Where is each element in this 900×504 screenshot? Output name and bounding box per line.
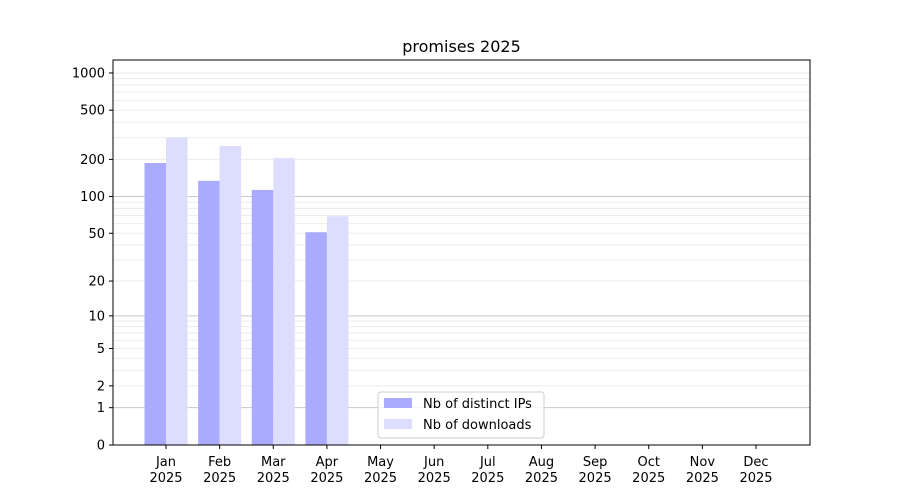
y-tick-label: 1000 bbox=[72, 66, 105, 81]
x-tick-label: Jun bbox=[423, 455, 444, 470]
x-tick-label: 2025 bbox=[579, 471, 612, 486]
x-tick-label: May bbox=[367, 455, 394, 470]
bar-downloads bbox=[326, 216, 349, 445]
bar-ips bbox=[251, 189, 274, 445]
y-tick-label: 200 bbox=[80, 153, 105, 168]
x-tick-label: 2025 bbox=[418, 471, 451, 486]
x-tick-label: Oct bbox=[637, 455, 659, 470]
x-tick-label: 2025 bbox=[203, 471, 236, 486]
legend-swatch bbox=[384, 398, 412, 408]
x-tick-label: 2025 bbox=[739, 471, 772, 486]
x-tick-label: 2025 bbox=[471, 471, 504, 486]
chart-title: promises 2025 bbox=[402, 37, 521, 56]
y-tick-label: 1 bbox=[97, 401, 105, 416]
x-tick-label: Apr bbox=[316, 455, 339, 470]
x-tick-label: 2025 bbox=[525, 471, 558, 486]
x-tick-label: Jul bbox=[479, 455, 496, 470]
x-tick-label: Nov bbox=[690, 455, 716, 470]
x-tick-label: 2025 bbox=[149, 471, 182, 486]
y-tick-label: 2 bbox=[97, 379, 105, 394]
legend-label: Nb of downloads bbox=[423, 418, 532, 433]
x-tick-label: Jan bbox=[155, 455, 176, 470]
y-tick-label: 10 bbox=[88, 309, 105, 324]
bar-downloads bbox=[166, 137, 188, 445]
x-tick-label: 2025 bbox=[310, 471, 343, 486]
legend: Nb of distinct IPs Nb of downloads bbox=[377, 391, 545, 439]
y-tick-label: 0 bbox=[97, 439, 105, 454]
bar-ips bbox=[198, 180, 220, 445]
x-tick-label: 2025 bbox=[257, 471, 290, 486]
x-tick-label: Dec bbox=[743, 455, 768, 470]
bar-ips bbox=[305, 232, 327, 445]
legend-swatch bbox=[384, 419, 412, 429]
x-tick-label: 2025 bbox=[686, 471, 719, 486]
x-tick-label: Feb bbox=[208, 455, 231, 470]
y-tick-label: 500 bbox=[80, 104, 105, 119]
bar-ips bbox=[144, 163, 166, 445]
x-tick-label: Sep bbox=[583, 455, 608, 470]
x-tick-label: 2025 bbox=[364, 471, 397, 486]
y-tick-label: 20 bbox=[88, 275, 105, 290]
plot-frame bbox=[112, 59, 811, 446]
bar-downloads bbox=[273, 158, 295, 446]
x-tick-label: 2025 bbox=[632, 471, 665, 486]
x-tick-label: Mar bbox=[261, 455, 286, 470]
y-tick-label: 5 bbox=[97, 342, 105, 357]
x-tick-label: Aug bbox=[529, 455, 554, 470]
y-tick-label: 50 bbox=[88, 227, 105, 242]
legend-box bbox=[377, 391, 545, 439]
bar-downloads bbox=[219, 145, 242, 445]
y-tick-label: 100 bbox=[80, 190, 105, 205]
legend-label: Nb of distinct IPs bbox=[423, 397, 532, 412]
